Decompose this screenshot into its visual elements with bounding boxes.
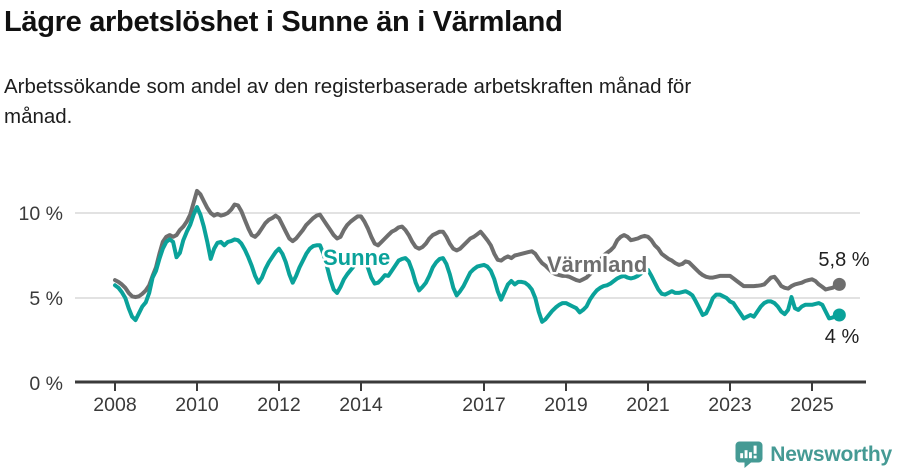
sunne-end-value-label: 4 % xyxy=(825,326,860,348)
newsworthy-logo: Newsworthy xyxy=(735,441,892,468)
x-axis-tick-label: 2014 xyxy=(339,394,383,416)
vrmland-line xyxy=(113,188,842,300)
sunne-series-label: Sunne xyxy=(323,245,390,270)
sunne-line xyxy=(113,205,842,324)
vrmland-end-value-label: 5,8 % xyxy=(818,249,869,271)
x-axis-tick-label: 2019 xyxy=(544,394,587,416)
page-title: Lägre arbetslöshet i Sunne än i Värmland xyxy=(4,6,563,38)
logo-bar-3 xyxy=(749,452,753,459)
sunne-end-dot xyxy=(832,308,846,322)
x-axis-tick-label: 2010 xyxy=(175,394,219,416)
brand-name: Newsworthy xyxy=(770,442,892,466)
logo-bar-1 xyxy=(740,453,744,459)
y-axis-tick-label: 0 % xyxy=(29,373,63,395)
x-axis-tick-label: 2025 xyxy=(790,394,834,416)
y-axis-tick-label: 10 % xyxy=(19,203,63,225)
subtitle-line-1: Arbetssökande som andel av den registerb… xyxy=(4,75,692,98)
vrmland-series-label: Värmland xyxy=(547,252,647,277)
x-axis-tick-label: 2008 xyxy=(93,394,136,416)
logo-bar-2 xyxy=(744,450,748,459)
vrmland-end-dot xyxy=(832,277,846,291)
newsworthy-logo-icon xyxy=(735,441,763,468)
x-axis-tick-label: 2021 xyxy=(626,394,669,416)
x-axis-tick-label: 2012 xyxy=(257,394,300,416)
logo-exclamation-dot xyxy=(753,455,757,459)
page-subtitle: Arbetssökande som andel av den registerb… xyxy=(4,72,844,131)
x-axis-tick-label: 2017 xyxy=(462,394,505,416)
subtitle-line-2: månad. xyxy=(4,104,73,128)
logo-exclamation-bar xyxy=(753,445,757,454)
y-axis-tick-label: 5 % xyxy=(29,288,63,310)
x-axis-tick-label: 2023 xyxy=(708,394,751,416)
